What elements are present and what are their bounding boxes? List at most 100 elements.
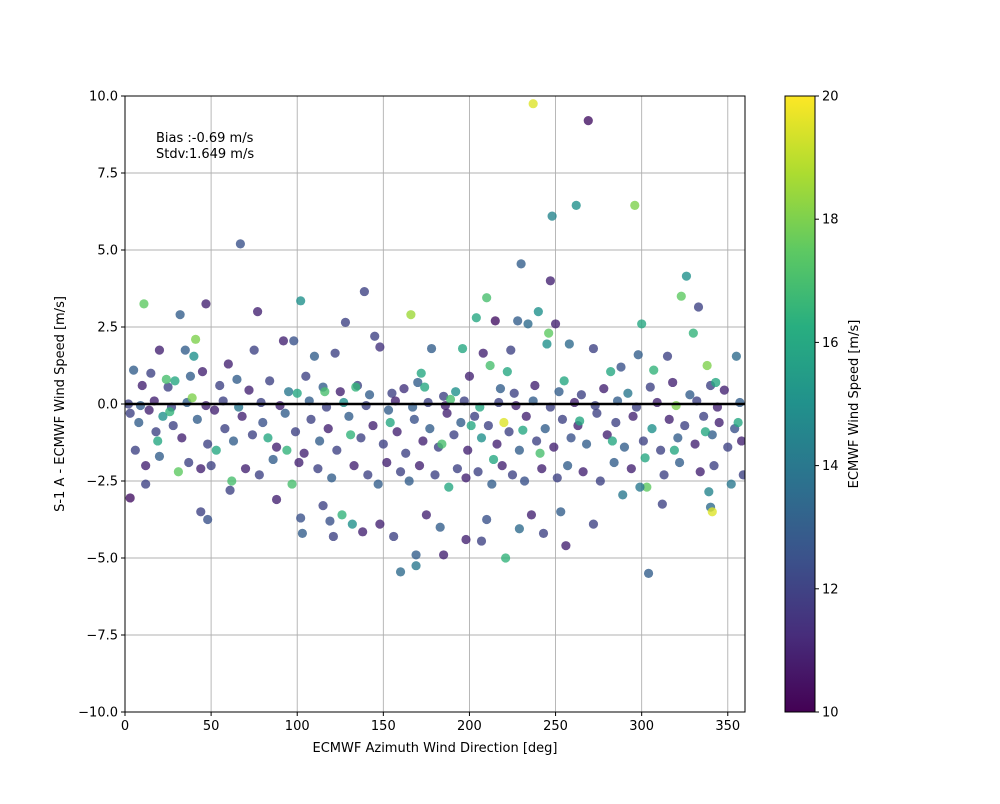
scatter-point (416, 368, 426, 378)
scatter-point (559, 376, 569, 386)
scatter-point (154, 345, 165, 355)
scatter-point (476, 433, 487, 443)
scatter-point (209, 405, 220, 415)
scatter-point (595, 476, 605, 486)
scatter-point (623, 388, 633, 398)
scatter-point (645, 382, 655, 392)
scatter-point (635, 482, 645, 492)
scatter-point (409, 414, 419, 424)
scatter-point (464, 371, 475, 381)
scatter-point (378, 439, 388, 449)
scatter-point (611, 417, 621, 428)
scatter-point (452, 464, 462, 474)
scatter-point (693, 302, 704, 312)
scatter-point (571, 200, 581, 210)
scatter-point (404, 476, 414, 486)
scatter-point (313, 464, 323, 474)
scatter-point (330, 348, 340, 358)
scatter-point (609, 457, 619, 468)
scatter-point (649, 365, 659, 375)
y-tick-label: −5.0 (86, 552, 118, 567)
scatter-point (158, 411, 168, 421)
y-tick-label: −10.0 (78, 706, 118, 721)
scatter-point (382, 457, 392, 468)
colorbar-ticks: 10 12 14 16 18 20 (815, 90, 839, 721)
scatter-point (375, 519, 385, 529)
scatter-point (542, 339, 552, 349)
scatter-point (550, 319, 561, 329)
scatter-point (351, 382, 361, 392)
scatter-point (175, 310, 185, 320)
y-axis: −10.0 −7.5 −5.0 −2.5 0.0 2.5 5.0 7.5 10.0 (78, 90, 125, 721)
scatter-point (528, 99, 538, 109)
scatter-point (185, 371, 196, 381)
scatter-point (418, 436, 428, 446)
scatter-point (507, 470, 518, 480)
scatter-point (240, 464, 251, 474)
scatter-point (695, 467, 705, 477)
scatter-point (359, 286, 369, 297)
scatter-point (406, 310, 416, 320)
scatter-point (514, 524, 524, 534)
scatter-point (203, 439, 213, 449)
colorbar-tick-label: 10 (822, 706, 839, 721)
scatter-point (738, 470, 745, 480)
scatter-point (196, 507, 206, 517)
scatter-point (556, 507, 566, 517)
scatter-point (268, 454, 278, 465)
scatter-point (471, 313, 481, 323)
scatter-point (275, 400, 285, 411)
scatter-point (470, 411, 480, 421)
scatter-point (640, 453, 650, 463)
scatter-point (442, 408, 452, 418)
scatter-point (237, 411, 247, 421)
scatter-point (383, 405, 394, 415)
scatter-point (337, 510, 347, 520)
scatter-point (652, 397, 662, 408)
x-tick-label: 50 (203, 719, 220, 734)
scatter-point (189, 351, 199, 361)
scatter-point (569, 397, 580, 408)
scatter-point (449, 430, 459, 440)
scatter-point (671, 400, 681, 411)
scatter-point (284, 387, 294, 397)
scatter-point (664, 414, 674, 424)
scatter-point (704, 487, 714, 497)
y-tick-label: −7.5 (86, 629, 118, 644)
scatter-point (141, 479, 151, 489)
scatter-point (401, 448, 411, 458)
scatter-point (514, 445, 524, 455)
scatter-point (488, 454, 499, 465)
scatter-point (154, 451, 165, 461)
scatter-point (731, 351, 741, 361)
scatter-point (521, 411, 531, 421)
scatter-point (647, 424, 657, 434)
scatter-point (225, 485, 235, 495)
scatter-point (191, 334, 201, 344)
scatter-point (389, 531, 399, 542)
scatter-point (533, 307, 543, 317)
scatter-point (544, 328, 554, 338)
scatter-point (375, 342, 385, 352)
scatter-point (425, 424, 435, 434)
scatter-point (702, 360, 712, 371)
scatter-point (657, 499, 667, 509)
scatter-point (540, 424, 550, 434)
x-tick-label: 100 (285, 719, 310, 734)
scatter-point (681, 271, 692, 281)
scatter-point (165, 407, 175, 417)
scatter-point (346, 430, 356, 440)
scatter-point (177, 433, 187, 443)
scatter-point (413, 377, 423, 388)
scatter-point (466, 420, 476, 431)
scatter-point (497, 461, 507, 471)
scatter-point (296, 296, 306, 306)
scatter-point (232, 374, 242, 384)
scatter-point (168, 420, 178, 431)
scatter-point (642, 482, 652, 492)
scatter-point (476, 536, 487, 546)
scatter-point (297, 528, 307, 538)
scatter-point (735, 397, 745, 408)
x-tick-label: 200 (457, 719, 482, 734)
